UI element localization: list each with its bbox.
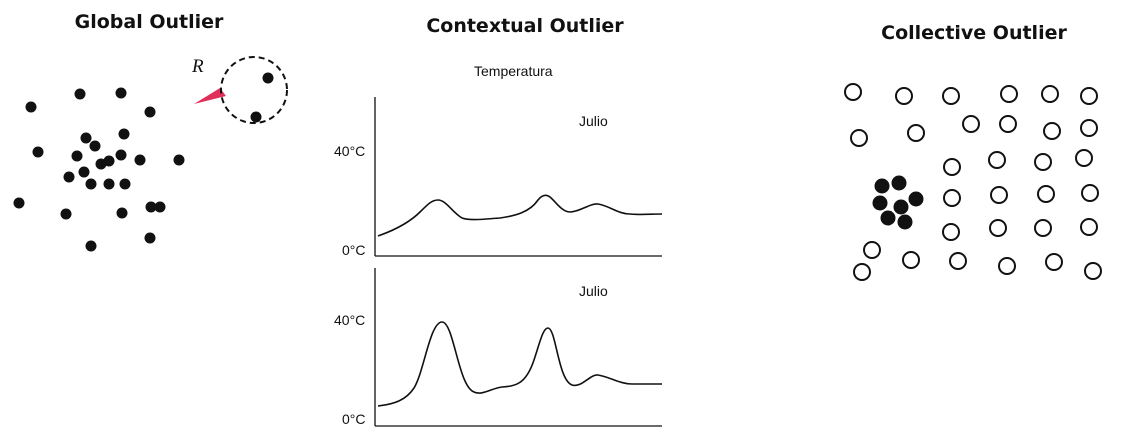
cluster-point	[89, 140, 101, 152]
radius-label: R	[192, 56, 204, 77]
neighborhood-circle	[220, 56, 288, 124]
normal-point	[949, 252, 967, 270]
radius-pointer	[194, 88, 226, 104]
cluster-point	[78, 166, 90, 178]
normal-point	[1034, 219, 1052, 237]
normal-point	[1041, 85, 1059, 103]
normal-point	[1080, 119, 1098, 137]
normal-point	[895, 87, 913, 105]
bottom-chart-temperature-curve	[377, 321, 662, 407]
normal-point	[943, 158, 961, 176]
cluster-point	[103, 178, 115, 190]
normal-point	[1080, 218, 1098, 236]
cluster-point	[119, 178, 131, 190]
normal-point	[990, 186, 1008, 204]
normal-point	[850, 129, 868, 147]
top-chart-temperature-curve	[377, 194, 663, 237]
cluster-point	[13, 197, 25, 209]
cluster-point	[103, 155, 115, 167]
normal-point	[942, 223, 960, 241]
cluster-point	[144, 232, 156, 244]
collective-outlier-point	[891, 175, 907, 191]
normal-point	[1037, 185, 1055, 203]
cluster-point	[25, 101, 37, 113]
cluster-point	[63, 171, 75, 183]
outlier-point	[250, 111, 262, 123]
collective-normal-points	[844, 83, 1102, 281]
cluster-point	[32, 146, 44, 158]
collective-outlier-point	[874, 178, 890, 194]
normal-point	[1084, 262, 1102, 280]
top-chart-month-label: Julio	[579, 113, 608, 129]
collective-outlier-point	[880, 210, 896, 226]
normal-point	[1000, 85, 1018, 103]
outlier-points	[250, 72, 274, 123]
temperature-label: Temperatura	[474, 63, 553, 79]
cluster-point	[74, 88, 86, 100]
cluster-point	[85, 240, 97, 252]
normal-point	[962, 115, 980, 133]
normal-point	[1034, 153, 1052, 171]
normal-point	[1075, 149, 1093, 167]
cluster-point	[154, 201, 166, 213]
normal-point	[863, 241, 881, 259]
cluster-point	[144, 106, 156, 118]
collective-outlier-point	[908, 191, 924, 207]
bottom-chart-y-low-label: 0°C	[342, 411, 366, 427]
normal-point	[1045, 253, 1063, 271]
bottom-chart-month-label: Julio	[579, 283, 608, 299]
collective-outlier-title: Collective Outlier	[881, 22, 1067, 44]
normal-point	[999, 115, 1017, 133]
normal-point	[998, 257, 1016, 275]
collective-outlier-point	[897, 214, 913, 230]
global-cluster	[13, 87, 185, 252]
collective-outlier-point	[872, 195, 888, 211]
normal-point	[902, 251, 920, 269]
normal-point	[1081, 184, 1099, 202]
top-chart-y-low-label: 0°C	[342, 242, 366, 258]
normal-point	[989, 219, 1007, 237]
outlier-point	[262, 72, 274, 84]
global-outlier-title: Global Outlier	[74, 11, 224, 33]
normal-point	[942, 87, 960, 105]
cluster-point	[115, 87, 127, 99]
cluster-point	[118, 128, 130, 140]
cluster-point	[115, 149, 127, 161]
cluster-point	[80, 132, 92, 144]
cluster-point	[71, 150, 83, 162]
cluster-point	[173, 154, 185, 166]
cluster-point	[134, 154, 146, 166]
contextual-outlier-title: Contextual Outlier	[426, 15, 624, 37]
normal-point	[844, 83, 862, 101]
normal-point	[1080, 87, 1098, 105]
bottom-chart-axes	[374, 268, 662, 427]
cluster-point	[60, 208, 72, 220]
cluster-point	[116, 207, 128, 219]
top-chart-y-high-label: 40°C	[334, 143, 366, 159]
top-chart-axes	[374, 97, 662, 257]
normal-point	[943, 189, 961, 207]
bottom-chart-y-high-label: 40°C	[334, 312, 366, 328]
normal-point	[988, 151, 1006, 169]
collective-outlier-point	[893, 199, 909, 215]
normal-point	[907, 124, 925, 142]
cluster-point	[85, 178, 97, 190]
normal-point	[853, 263, 871, 281]
normal-point	[1043, 122, 1061, 140]
cluster-point	[145, 201, 157, 213]
collective-outlier-group	[872, 175, 924, 230]
